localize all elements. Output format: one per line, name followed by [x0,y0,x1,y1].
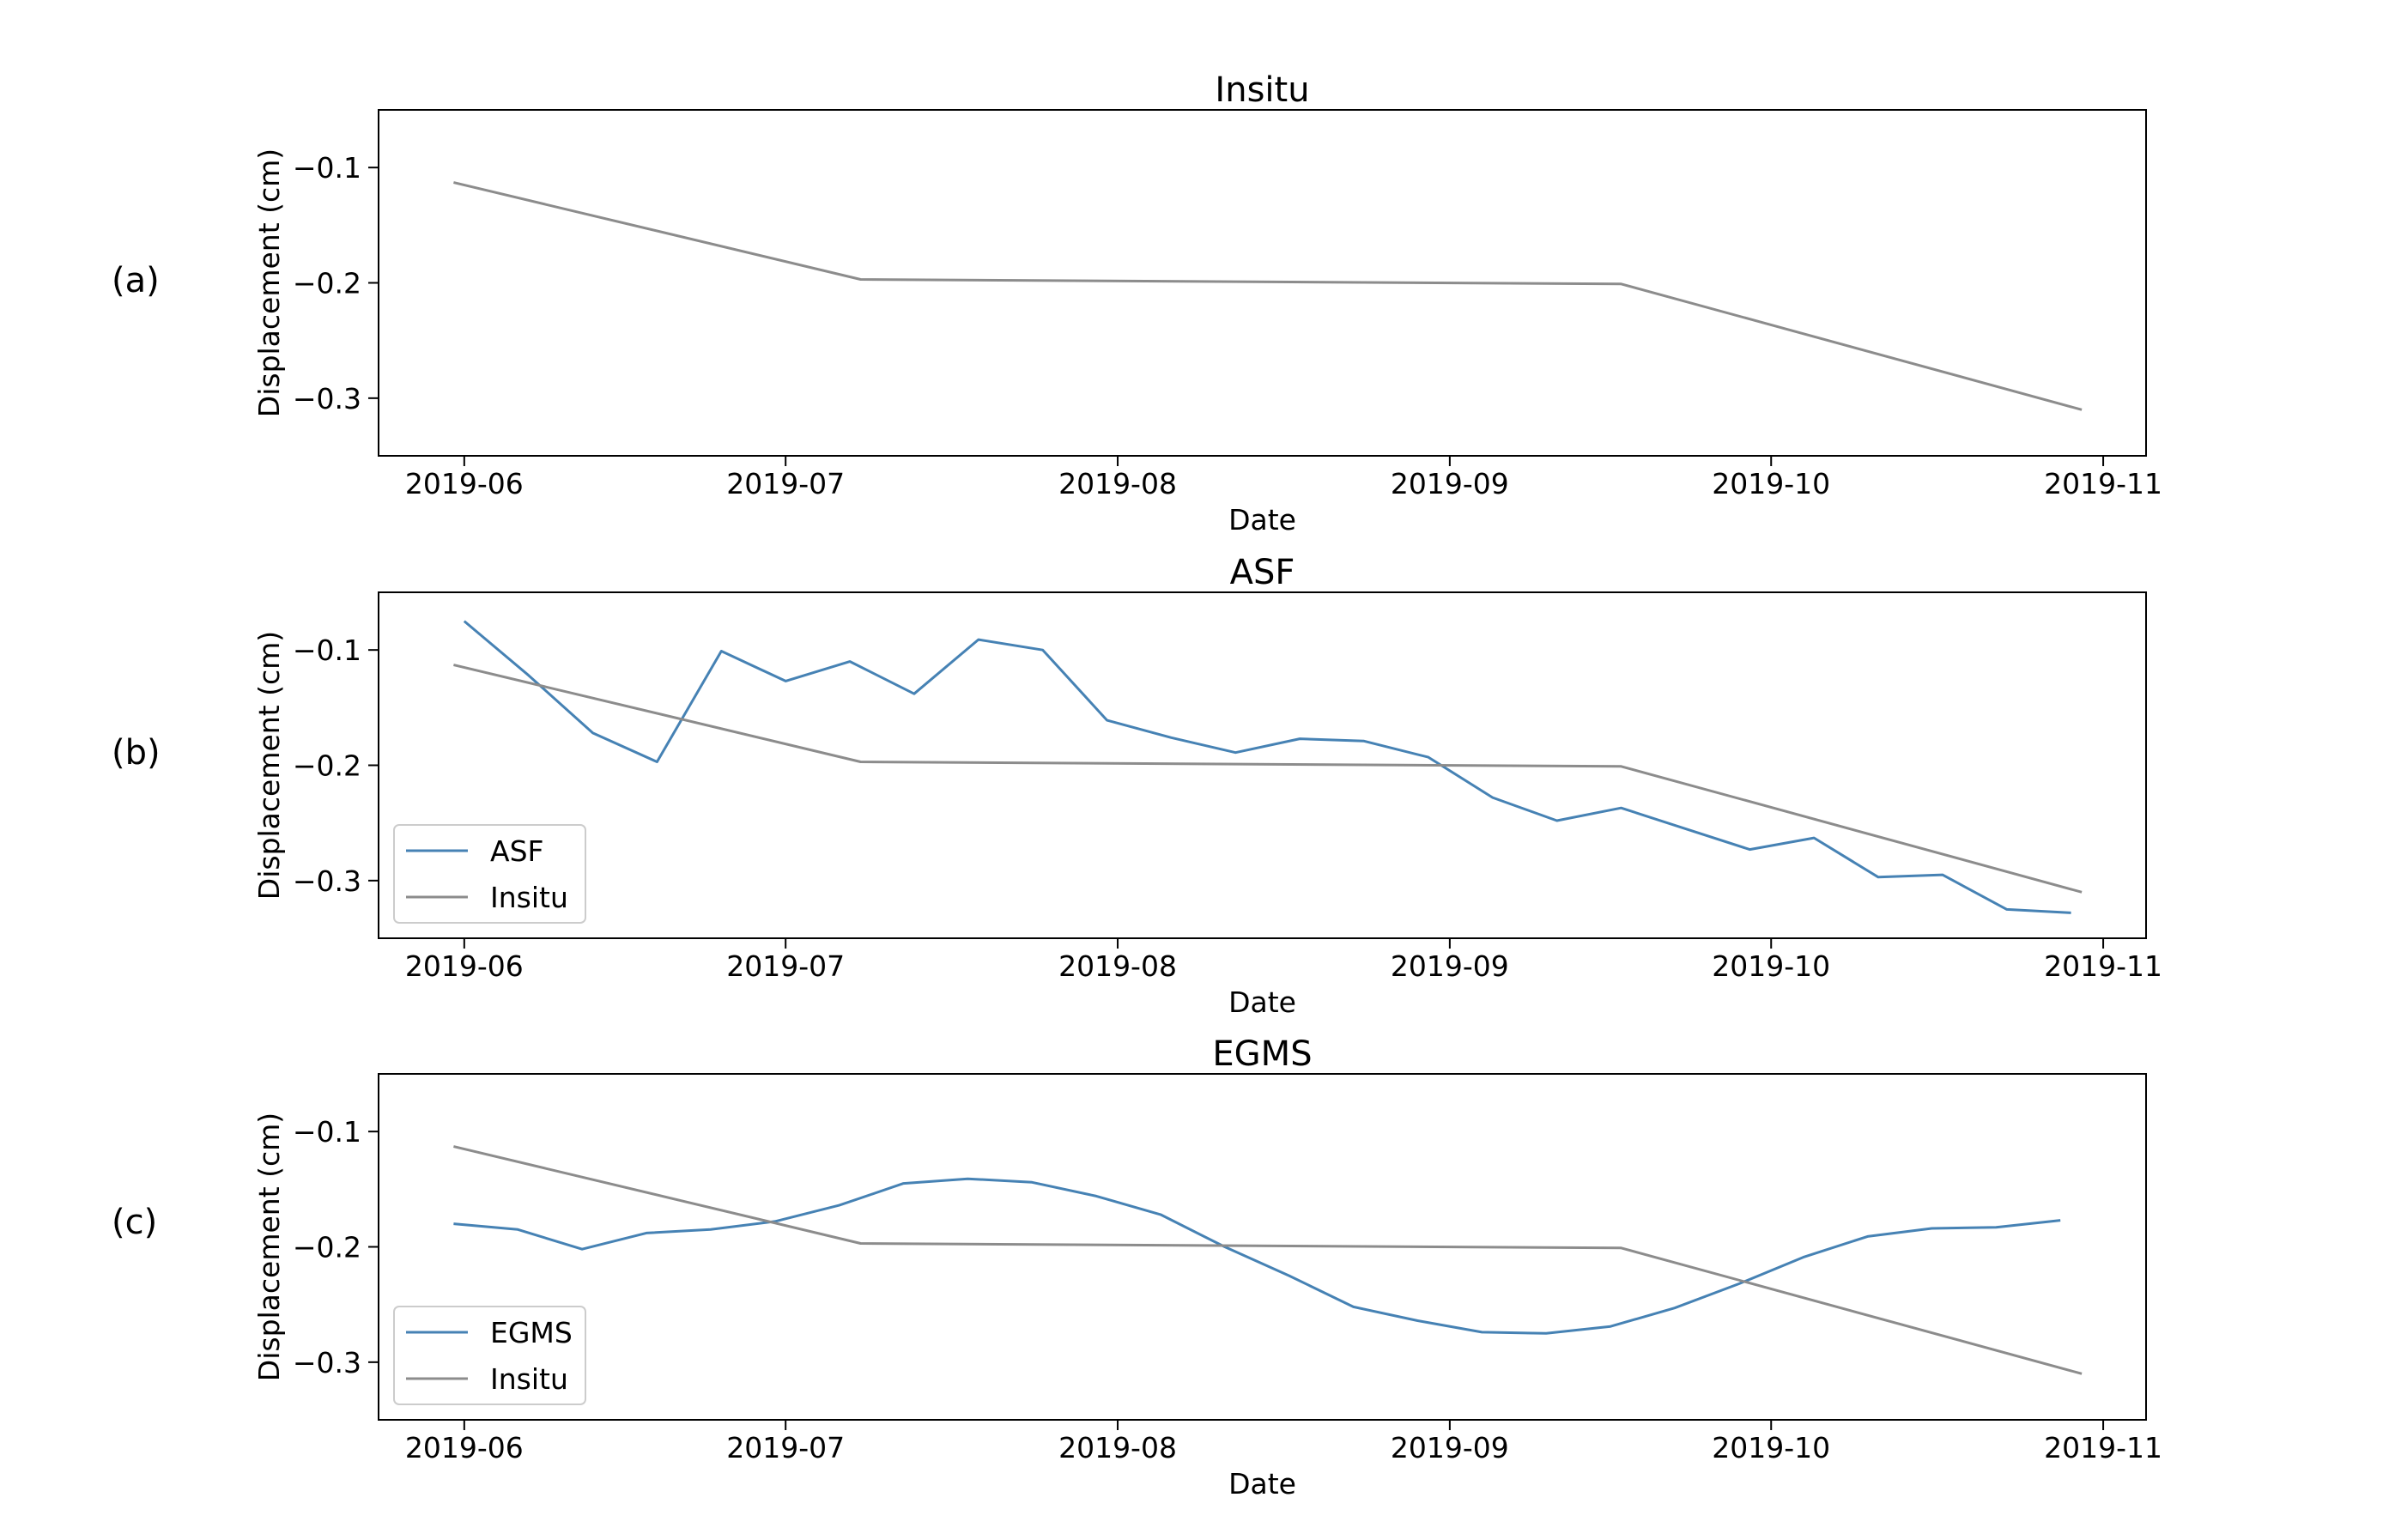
y-tick-label: −0.3 [293,864,361,898]
x-tick-label: 2019-06 [405,1431,524,1464]
subplot-asf: ASF 2019-06 2019-07 2019-08 2019-09 2019-10 20… [252,553,2162,1019]
series-line-insitu [453,664,2083,894]
y-axis-label: Displacement (cm) [252,149,286,417]
panel-label: (c) [112,1203,157,1242]
y-tick-label: −0.2 [293,749,361,783]
x-axis-label: Date [1228,985,1296,1019]
y-axis-label: Displacement (cm) [252,631,286,900]
x-tick-label: 2019-11 [2044,467,2162,500]
series-line-asf [463,620,2071,914]
y-tick-label: −0.1 [293,1115,361,1149]
subplot-egms: EGMS 2019-06 2019-07 2019-08 2019-09 2019-10 2… [252,1034,2162,1501]
y-tick-label: −0.3 [293,382,361,415]
x-tick-label: 2019-06 [405,949,524,983]
panel-label: (a) [112,261,160,300]
chart-title: Insitu [1215,70,1309,110]
x-tick-label: 2019-09 [1391,949,1509,983]
panel-label: (b) [112,733,161,773]
y-tick-label: −0.3 [293,1346,361,1379]
y-tick-label: −0.1 [293,634,361,667]
x-tick-label: 2019-11 [2044,949,2162,983]
y-tick-label: −0.1 [293,151,361,185]
y-tick-label: −0.2 [293,267,361,300]
legend-label-insitu: Insitu [490,1362,568,1396]
x-tick-label: 2019-07 [726,1431,845,1464]
y-tick-label: −0.2 [293,1231,361,1264]
x-tick-label: 2019-10 [1712,467,1830,500]
legend: EGMS Insitu [393,1306,586,1405]
legend-label-egms: EGMS [490,1316,573,1349]
x-tick-label: 2019-07 [726,949,845,983]
series-line-egms [453,1177,2061,1335]
x-tick-label: 2019-06 [405,467,524,500]
chart-title: EGMS [1212,1034,1312,1074]
y-axis-label: Displacement (cm) [252,1113,286,1381]
x-tick-label: 2019-07 [726,467,845,500]
chart-title: ASF [1230,553,1295,592]
x-tick-label: 2019-08 [1058,949,1177,983]
legend-label-insitu: Insitu [490,881,568,914]
subplot-insitu: Insitu 2019-06 2019-07 2019-08 2019-09 2019-1… [252,70,2162,537]
series-line-insitu [453,1145,2083,1375]
x-tick-label: 2019-08 [1058,467,1177,500]
x-tick-label: 2019-08 [1058,1431,1177,1464]
x-tick-label: 2019-09 [1391,467,1509,500]
x-tick-label: 2019-10 [1712,1431,1830,1464]
x-tick-label: 2019-09 [1391,1431,1509,1464]
x-tick-label: 2019-10 [1712,949,1830,983]
x-axis-label: Date [1228,503,1296,537]
x-tick-label: 2019-11 [2044,1431,2162,1464]
x-axis-label: Date [1228,1467,1296,1501]
legend: ASF Insitu [393,824,586,924]
series-line-insitu [453,181,2083,411]
legend-label-asf: ASF [490,834,544,868]
